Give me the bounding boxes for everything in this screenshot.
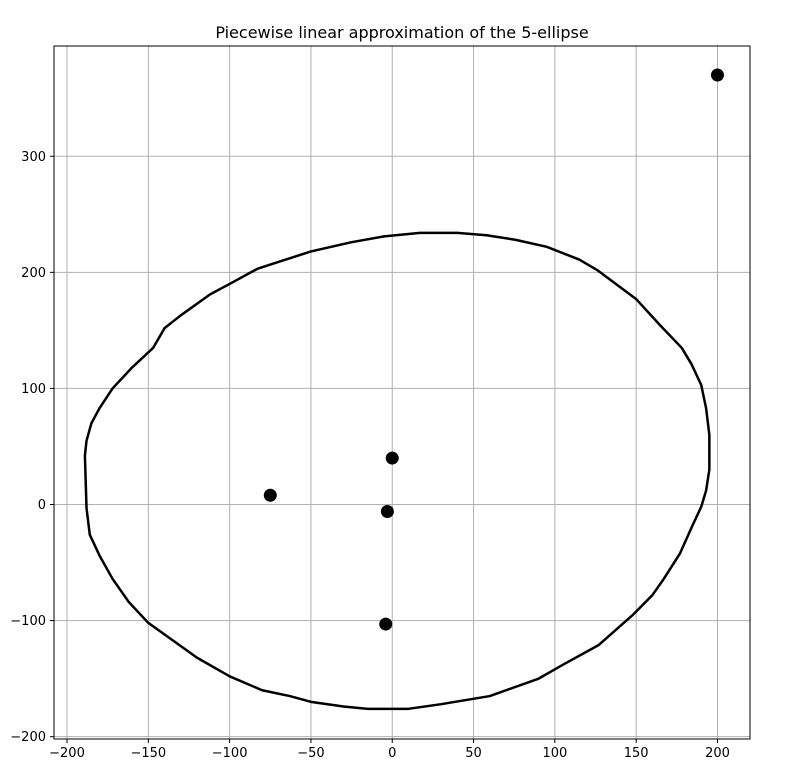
- x-tick-label: −100: [212, 746, 248, 761]
- plot-area: [83, 68, 724, 711]
- x-tick-label: 100: [542, 746, 567, 761]
- y-tick-label: 300: [21, 150, 46, 165]
- y-tick-label: 100: [21, 382, 46, 397]
- y-tick-label: −100: [10, 614, 46, 629]
- ticks: [50, 155, 718, 743]
- y-tick-label: −200: [10, 730, 46, 745]
- tick-labels: −200 −150 −100 −50 0 50 100 150 200 −200 −100 0 100 2…: [10, 150, 730, 761]
- axes: [53, 45, 751, 740]
- x-tick-label: 0: [388, 746, 396, 761]
- focus-point: [380, 504, 394, 518]
- grid-lines: [54, 46, 750, 739]
- ellipse-curve: [83, 231, 711, 711]
- y-tick-label: 0: [38, 498, 46, 513]
- x-tick-label: −200: [49, 746, 85, 761]
- x-tick-label: −150: [130, 746, 166, 761]
- focus-point: [710, 68, 724, 82]
- focus-point: [385, 451, 399, 465]
- plot-frame: [53, 45, 751, 740]
- x-tick-label: 200: [705, 746, 730, 761]
- x-tick-label: −50: [297, 746, 324, 761]
- focus-point: [263, 488, 277, 502]
- chart-title: Piecewise linear approximation of the 5-…: [215, 23, 588, 42]
- y-tick-label: 200: [21, 266, 46, 281]
- focus-point: [379, 617, 393, 631]
- x-tick-label: 150: [624, 746, 649, 761]
- x-tick-label: 50: [465, 746, 482, 761]
